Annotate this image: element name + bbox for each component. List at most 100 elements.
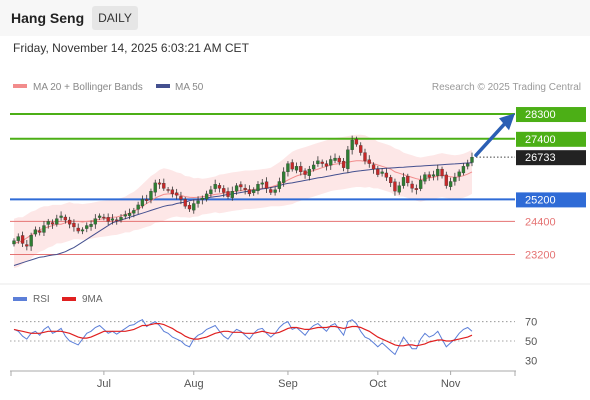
candle <box>311 161 316 172</box>
candle <box>431 170 436 181</box>
candle <box>132 207 136 218</box>
legend-ma50: MA 50 <box>156 82 204 93</box>
candle-body <box>461 166 466 174</box>
candle <box>25 240 29 251</box>
candle <box>157 179 162 189</box>
candle-body <box>299 166 303 173</box>
candle-body <box>29 235 33 247</box>
candle-body <box>307 168 311 176</box>
candle-body <box>354 138 359 145</box>
candle-body <box>204 193 209 200</box>
candle <box>102 213 106 221</box>
candle <box>376 165 380 178</box>
candle-body <box>359 145 363 153</box>
candle-body <box>247 189 252 195</box>
ma50-line <box>13 162 473 266</box>
legend-rsi-ma: 9MA <box>62 294 103 305</box>
candle-body <box>110 218 115 221</box>
candle <box>42 221 46 237</box>
candle <box>234 183 239 195</box>
candle-body <box>423 174 427 182</box>
candle <box>436 164 440 181</box>
candle <box>183 196 187 209</box>
candle <box>290 159 294 172</box>
level-value-26733: 26733 <box>525 152 556 164</box>
candle <box>67 216 72 229</box>
candle-body <box>234 185 239 192</box>
level-labels: 28300 27400 26733 25200 24400 23200 <box>516 107 586 261</box>
x-tick-label: Nov <box>441 378 461 390</box>
candle-body <box>33 229 38 235</box>
candle <box>85 222 89 233</box>
candle-body <box>230 190 234 198</box>
candle-body <box>350 140 354 150</box>
candle <box>119 214 123 223</box>
ma20-legend-label: MA 20 + Bollinger Bands <box>33 82 143 93</box>
candle-body <box>42 225 46 233</box>
legend-rsi: RSI <box>13 294 50 305</box>
candle <box>461 163 466 176</box>
candle-body <box>444 174 448 186</box>
period-button[interactable]: DAILY <box>92 6 138 30</box>
candle <box>448 177 453 191</box>
candle <box>239 181 243 192</box>
candle-body <box>50 222 55 225</box>
candle-body <box>85 225 89 229</box>
rsi-tick-label: 70 <box>525 317 537 329</box>
candle-body <box>397 185 401 193</box>
candle <box>97 213 102 221</box>
candle <box>269 187 273 195</box>
candle <box>286 161 290 177</box>
candle-body <box>217 185 222 189</box>
candle <box>200 195 204 205</box>
candle <box>72 219 76 232</box>
candle-body <box>102 216 106 219</box>
candle-body <box>346 149 350 169</box>
level-tag-27400 <box>516 131 586 147</box>
candle-body <box>311 164 316 170</box>
candle <box>209 185 213 197</box>
candle-body <box>196 200 200 204</box>
candle-body <box>406 176 410 184</box>
candle-body <box>260 182 264 185</box>
candle <box>106 213 110 225</box>
candle <box>149 188 153 204</box>
candle-body <box>226 191 230 197</box>
rsi-legend-swatch <box>13 297 27 301</box>
candle-body <box>157 182 162 185</box>
candle-body <box>183 199 187 207</box>
x-tick-label: Sep <box>278 378 298 390</box>
candle-body <box>89 224 93 227</box>
candle-body <box>320 161 324 164</box>
candle-body <box>119 217 123 221</box>
candle <box>423 172 427 185</box>
candle <box>466 159 470 170</box>
candle <box>380 168 384 177</box>
candle-body <box>256 184 260 192</box>
candle-body <box>59 215 63 218</box>
legend-ma20: MA 20 + Bollinger Bands <box>13 82 143 93</box>
candle-body <box>106 217 110 222</box>
candle <box>299 161 303 176</box>
candle-body <box>277 181 282 189</box>
candle <box>337 155 341 166</box>
candle <box>406 173 410 187</box>
candle <box>393 178 397 196</box>
candle-body <box>140 199 145 207</box>
candle <box>273 186 277 196</box>
x-tick-label: Aug <box>184 378 204 390</box>
candle <box>282 167 286 187</box>
forecast-arrow-shaft <box>474 120 508 157</box>
candle <box>440 166 444 179</box>
candle-body <box>179 196 183 200</box>
candle <box>341 157 346 172</box>
candle <box>264 177 269 194</box>
candle <box>33 226 38 237</box>
candle <box>38 226 42 236</box>
forecast-arrow <box>474 113 515 157</box>
candle-body <box>264 181 269 189</box>
candle-body <box>175 192 179 196</box>
candle-body <box>440 168 444 177</box>
bollinger-band <box>14 134 472 269</box>
candle-body <box>12 240 16 245</box>
